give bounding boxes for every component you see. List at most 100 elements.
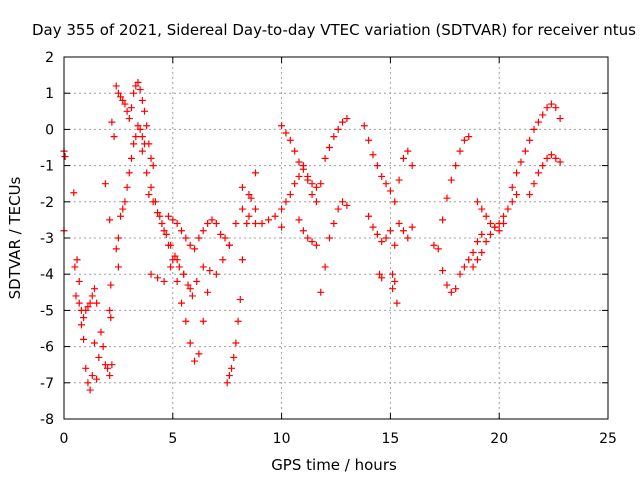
y-tick-label: -8 — [40, 412, 54, 428]
data-point — [339, 198, 347, 206]
data-point — [107, 281, 115, 289]
data-point — [552, 154, 560, 162]
data-point — [86, 299, 94, 307]
data-point — [97, 328, 105, 336]
data-point — [325, 234, 333, 242]
data-point — [204, 220, 212, 228]
data-point — [106, 306, 114, 314]
data-point — [221, 234, 229, 242]
data-point — [408, 223, 416, 231]
data-point — [212, 270, 220, 278]
data-point — [373, 162, 381, 170]
data-point — [173, 277, 181, 285]
data-point — [101, 361, 109, 369]
data-point — [121, 100, 129, 108]
data-point — [382, 234, 390, 242]
data-point — [500, 220, 508, 228]
series-dawn-peak — [112, 78, 157, 170]
data-point — [378, 238, 386, 246]
data-point — [312, 198, 320, 206]
data-point — [478, 230, 486, 238]
data-point — [399, 227, 407, 235]
series-early-dip-b — [75, 285, 98, 329]
data-point — [321, 263, 329, 271]
data-point — [508, 183, 516, 191]
data-point — [243, 220, 251, 228]
data-point — [282, 129, 290, 137]
data-point — [312, 241, 320, 249]
data-point — [543, 154, 551, 162]
data-point — [365, 136, 373, 144]
data-point — [526, 191, 534, 199]
data-point — [70, 189, 78, 197]
data-point — [473, 198, 481, 206]
data-point — [245, 212, 253, 220]
data-point — [72, 292, 80, 300]
data-point — [265, 216, 273, 224]
series-afternoon-low — [365, 212, 416, 249]
data-point — [391, 241, 399, 249]
data-point — [465, 133, 473, 141]
data-point — [138, 147, 146, 155]
data-point — [93, 375, 101, 383]
data-point — [125, 169, 133, 177]
data-point — [106, 372, 114, 380]
x-tick-label: 10 — [273, 431, 291, 447]
series-decline-b — [145, 191, 196, 300]
data-point — [521, 147, 529, 155]
data-point — [114, 263, 122, 271]
series-afternoon — [360, 122, 416, 206]
data-point — [95, 353, 103, 361]
x-tick-label: 15 — [381, 431, 399, 447]
data-point — [123, 107, 131, 115]
data-point — [508, 198, 516, 206]
series-early-dip-a — [73, 256, 101, 394]
data-point — [456, 270, 464, 278]
x-tick-label: 20 — [490, 431, 508, 447]
data-point — [321, 154, 329, 162]
data-point — [404, 234, 412, 242]
y-tick-label: -2 — [40, 195, 54, 211]
data-point — [460, 136, 468, 144]
data-point — [223, 379, 231, 387]
data-point — [169, 216, 177, 224]
data-point — [378, 172, 386, 180]
data-point — [86, 386, 94, 394]
data-point — [399, 154, 407, 162]
y-tick-label: -5 — [40, 303, 54, 319]
x-axis-label: GPS time / hours — [271, 456, 397, 474]
data-point — [232, 220, 240, 228]
data-point — [343, 115, 351, 123]
data-point — [123, 183, 131, 191]
data-point — [182, 317, 190, 325]
data-point — [234, 317, 242, 325]
data-point — [199, 227, 207, 235]
data-point — [88, 372, 96, 380]
data-point — [121, 198, 129, 206]
data-point — [225, 372, 233, 380]
data-point — [178, 227, 186, 235]
data-point — [175, 263, 183, 271]
data-point — [478, 205, 486, 213]
data-point — [339, 118, 347, 126]
data-point — [556, 115, 564, 123]
series-early-right — [106, 118, 122, 322]
data-point — [130, 140, 138, 148]
data-point — [278, 122, 286, 130]
data-point — [219, 256, 227, 264]
data-point — [73, 256, 81, 264]
data-point — [178, 299, 186, 307]
data-point — [117, 93, 125, 101]
data-point — [295, 158, 303, 166]
data-point — [145, 191, 153, 199]
data-point — [114, 234, 122, 242]
data-point — [369, 223, 377, 231]
data-point — [295, 216, 303, 224]
data-point — [258, 220, 266, 228]
data-point — [199, 263, 207, 271]
data-point — [282, 198, 290, 206]
x-tick-label: 5 — [168, 431, 177, 447]
data-point — [136, 125, 144, 133]
data-point — [147, 183, 155, 191]
data-point — [154, 209, 162, 217]
